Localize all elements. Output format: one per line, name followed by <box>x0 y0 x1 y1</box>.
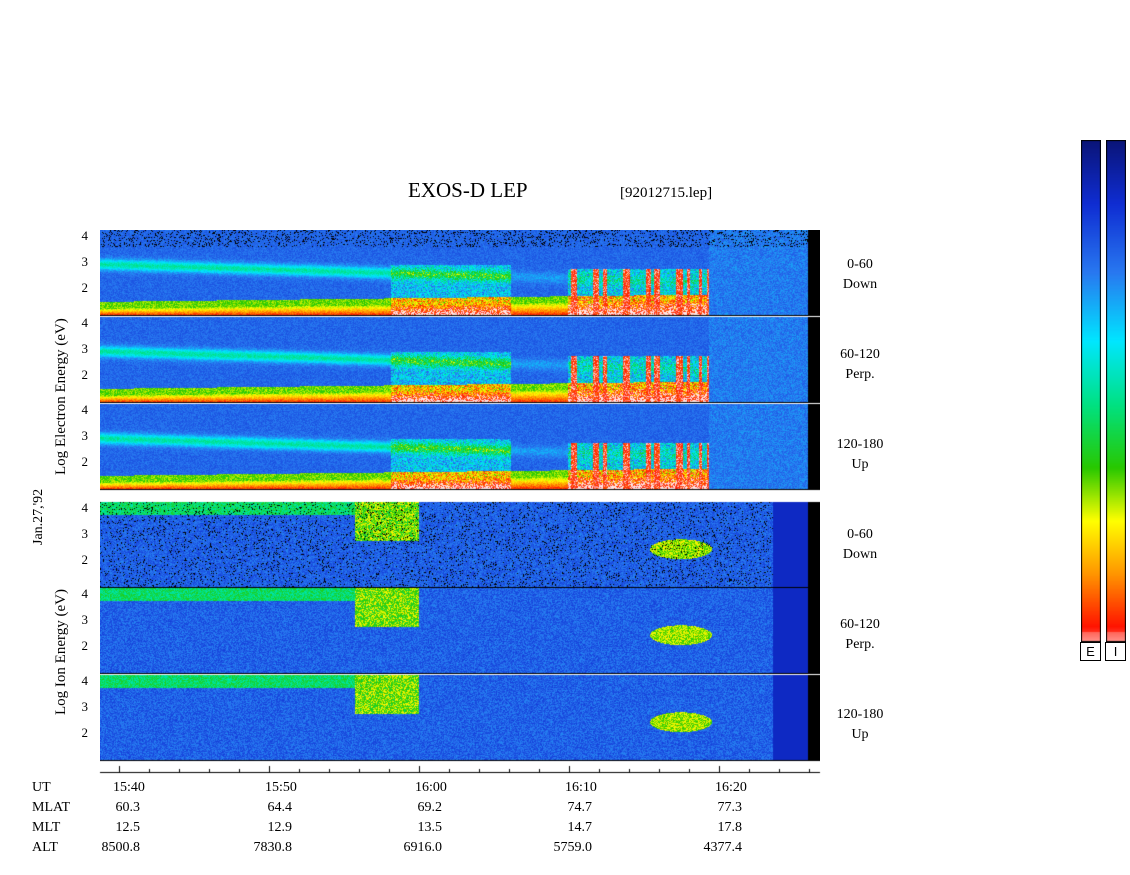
x-axis <box>95 762 825 782</box>
table-cell-mlt: 17.8 <box>717 820 743 835</box>
table-cell-alt: 5759.0 <box>553 840 593 855</box>
colorbar-label-i: I <box>1105 642 1126 661</box>
y-tick-label: 4 <box>81 228 89 243</box>
row-label-mlt: MLT <box>32 820 61 835</box>
panel-direction: Up <box>851 457 869 472</box>
file-name: [92012715.lep] <box>620 185 713 201</box>
table-cell-mlt: 14.7 <box>567 820 593 835</box>
row-label-ut: UT <box>32 780 51 795</box>
table-cell-mlt: 12.5 <box>115 820 141 835</box>
panel-pitch-angle: 0-60 <box>847 257 873 272</box>
panel-pitch-angle: 120-180 <box>836 707 884 722</box>
table-cell-ut: 16:20 <box>715 780 747 795</box>
panel-label: 60-120 Perp. <box>820 345 900 385</box>
chart-title: EXOS-D LEP <box>408 178 528 202</box>
y-tick-label: 2 <box>81 552 89 567</box>
table-cell-alt: 4377.4 <box>703 840 743 855</box>
panel-direction: Down <box>842 277 878 292</box>
panel-label: 0-60 Down <box>820 525 900 565</box>
colorbar-ion <box>1106 140 1126 642</box>
table-cell-mlat: 74.7 <box>567 800 593 815</box>
table-cell-alt: 7830.8 <box>253 840 293 855</box>
table-cell-mlt: 12.9 <box>267 820 293 835</box>
date-label: Jan.27,'92 <box>31 488 46 545</box>
y-tick-label: 4 <box>81 586 89 601</box>
panel-direction: Up <box>851 727 869 742</box>
y-tick-label: 2 <box>81 638 89 653</box>
panel-pitch-angle: 120-180 <box>836 437 884 452</box>
y-tick-label: 3 <box>81 428 89 443</box>
y-tick-label: 4 <box>81 673 89 688</box>
panel-pitch-angle: 0-60 <box>847 527 873 542</box>
table-cell-mlat: 69.2 <box>417 800 443 815</box>
y-tick-label: 4 <box>81 402 89 417</box>
y-tick-label: 3 <box>81 526 89 541</box>
y-tick-label: 3 <box>81 341 89 356</box>
table-cell-mlat: 77.3 <box>717 800 743 815</box>
panel-direction: Perp. <box>845 637 875 652</box>
y-tick-label: 2 <box>81 454 89 469</box>
panel-label: 60-120 Perp. <box>820 615 900 655</box>
spectrogram-panels <box>100 230 820 765</box>
y-tick-label: 3 <box>81 612 89 627</box>
table-cell-mlt: 13.5 <box>417 820 443 835</box>
table-cell-ut: 15:40 <box>113 780 145 795</box>
table-cell-ut: 15:50 <box>265 780 297 795</box>
colorbar-label-e: E <box>1080 642 1101 661</box>
table-cell-mlat: 64.4 <box>267 800 293 815</box>
panel-direction: Down <box>842 547 878 562</box>
y-tick-label: 2 <box>81 367 89 382</box>
y-tick-label: 2 <box>81 725 89 740</box>
row-label-alt: ALT <box>32 840 58 855</box>
row-label-mlat: MLAT <box>32 800 71 815</box>
table-cell-alt: 6916.0 <box>403 840 443 855</box>
panel-pitch-angle: 60-120 <box>840 347 880 362</box>
y-tick-label: 3 <box>81 699 89 714</box>
panel-label: 120-180 Up <box>820 705 900 745</box>
colorbar-electron <box>1081 140 1101 642</box>
y-tick-label: 4 <box>81 500 89 515</box>
y-tick-label: 2 <box>81 280 89 295</box>
y-tick-label: 4 <box>81 315 89 330</box>
table-cell-ut: 16:00 <box>415 780 447 795</box>
table-cell-ut: 16:10 <box>565 780 597 795</box>
panel-pitch-angle: 60-120 <box>840 617 880 632</box>
panel-label: 0-60 Down <box>820 255 900 295</box>
y-tick-label: 3 <box>81 254 89 269</box>
table-cell-alt: 8500.8 <box>101 840 141 855</box>
table-cell-mlat: 60.3 <box>115 800 141 815</box>
panel-direction: Perp. <box>845 367 875 382</box>
panel-label: 120-180 Up <box>820 435 900 475</box>
